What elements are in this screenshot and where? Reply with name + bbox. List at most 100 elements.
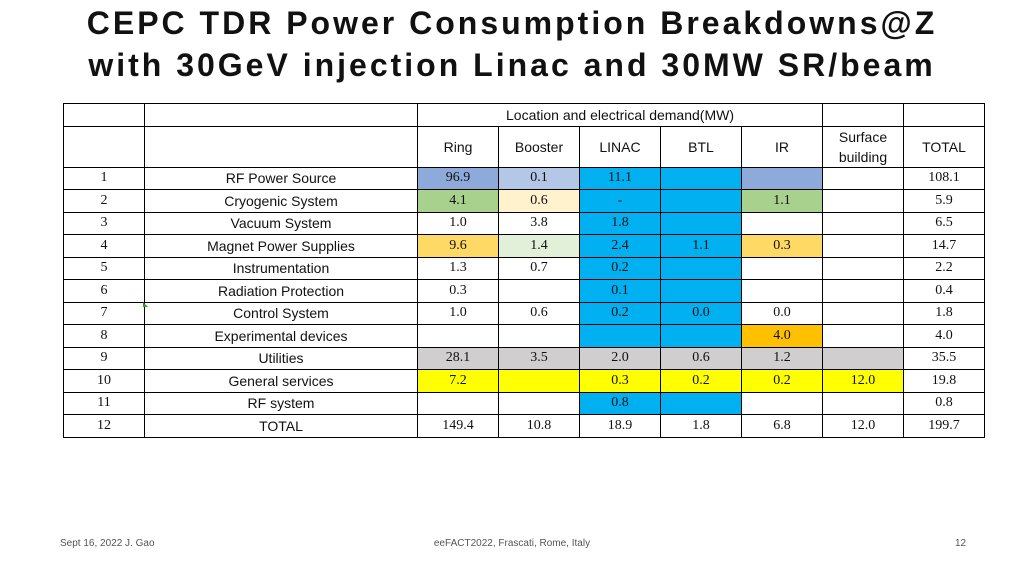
cell-total: 199.7 <box>903 414 985 438</box>
cell-booster: 3.5 <box>498 346 580 370</box>
row-index: 2 <box>63 189 145 213</box>
cell-ir: 0.3 <box>741 234 823 258</box>
cell-booster: 0.6 <box>498 189 580 213</box>
footer-event: eeFACT2022, Frascati, Rome, Italy <box>433 538 591 549</box>
row-index: 11 <box>63 391 145 415</box>
cell-btl: 1.8 <box>660 414 742 438</box>
row-label: General services <box>144 369 418 393</box>
header-empty-cell <box>903 103 985 127</box>
slide-title-line-2: with 30GeV injection Linac and 30MW SR/b… <box>88 47 936 83</box>
column-header-booster: Booster <box>498 125 580 168</box>
cell-surface-building <box>822 211 904 235</box>
row-label: Vacuum System <box>144 211 418 235</box>
cell-ir: 0.0 <box>741 301 823 325</box>
cell-linac: 18.9 <box>579 414 661 438</box>
row-label: RF system <box>144 391 418 415</box>
table-row: 5 Instrumentation 1.3 0.7 0.2 2.2 <box>63 256 985 280</box>
cell-surface-building <box>822 391 904 415</box>
cell-booster <box>498 279 580 303</box>
row-index: 7 <box>63 301 145 325</box>
cell-total: 1.8 <box>903 301 985 325</box>
header-empty-cell <box>144 103 418 127</box>
cell-ring: 1.0 <box>417 211 499 235</box>
cell-ring: 7.2 <box>417 369 499 393</box>
cell-btl <box>660 391 742 415</box>
cell-btl <box>660 279 742 303</box>
footer-date-author: Sept 16, 2022 J. Gao <box>60 538 155 549</box>
cell-booster: 0.1 <box>498 166 580 190</box>
row-index: 1 <box>63 166 145 190</box>
row-index: 6 <box>63 279 145 303</box>
footer-page-number: 12 <box>955 538 967 549</box>
cell-ir: 6.8 <box>741 414 823 438</box>
table-row: 4 Magnet Power Supplies 9.6 1.4 2.4 1.1 0.3 14.… <box>63 234 985 258</box>
cell-linac: 11.1 <box>579 166 661 190</box>
cell-btl <box>660 324 742 348</box>
row-label: Cryogenic System <box>144 189 418 213</box>
table-row: 2 Cryogenic System 4.1 0.6- 1.1 5.9 <box>63 189 985 213</box>
cell-ring <box>417 391 499 415</box>
row-label: Control System <box>144 301 418 325</box>
cell-total: 35.5 <box>903 346 985 370</box>
table-row: 10 General services 7.2 0.3 0.2 0.2 12.0 19.8 <box>63 369 985 393</box>
cell-linac: - <box>579 189 661 213</box>
header-empty-cell <box>63 125 145 168</box>
table-column-header-row: Ring Booster LINAC BTL IR Surface buildin… <box>63 125 985 168</box>
cell-booster: 0.6 <box>498 301 580 325</box>
header-empty-cell <box>144 125 418 168</box>
column-header-linac: LINAC <box>579 125 661 168</box>
cell-total: 19.8 <box>903 369 985 393</box>
cell-surface-building: 12.0 <box>822 369 904 393</box>
row-label: Experimental devices <box>144 324 418 348</box>
cell-surface-building <box>822 234 904 258</box>
row-index: 5 <box>63 256 145 280</box>
cell-btl <box>660 166 742 190</box>
cell-btl: 0.6 <box>660 346 742 370</box>
row-index: 8 <box>63 324 145 348</box>
cell-linac: 2.4 <box>579 234 661 258</box>
table-row: 12 TOTAL 149.4 10.8 18.9 1.8 6.8 12.0 199.7 <box>63 414 985 438</box>
row-index: 9 <box>63 346 145 370</box>
row-label: Instrumentation <box>144 256 418 280</box>
cell-booster <box>498 391 580 415</box>
row-index: 10 <box>63 369 145 393</box>
cell-ir <box>741 256 823 280</box>
location-group-header: Location and electrical demand(MW) <box>417 103 823 127</box>
cell-linac: 0.3 <box>579 369 661 393</box>
column-header-surface-line-1: Surface <box>838 128 888 145</box>
cell-total: 4.0 <box>903 324 985 348</box>
row-label: Magnet Power Supplies <box>144 234 418 258</box>
cell-ir: 1.2 <box>741 346 823 370</box>
cell-btl: 1.1 <box>660 234 742 258</box>
cell-surface-building <box>822 324 904 348</box>
cell-linac: 0.2 <box>579 256 661 280</box>
table-row: 7 Control System 1.0 0.6 0.2 0.0 0.0 1.8 <box>63 301 985 325</box>
cell-btl <box>660 189 742 213</box>
column-header-surface-building: Surface building <box>822 125 904 168</box>
cell-btl: 0.2 <box>660 369 742 393</box>
cell-linac <box>579 324 661 348</box>
table-row: 1 RF Power Source 96.9 0.1 11.1 108.1 <box>63 166 985 190</box>
slide-title: CEPC TDR Power Consumption Breakdowns@Z … <box>0 2 1024 86</box>
cell-total: 5.9 <box>903 189 985 213</box>
cell-ir: 0.2 <box>741 369 823 393</box>
cell-total: 108.1 <box>903 166 985 190</box>
cell-btl <box>660 256 742 280</box>
cell-booster: 3.8 <box>498 211 580 235</box>
cell-linac: 2.0 <box>579 346 661 370</box>
header-empty-cell <box>63 103 145 127</box>
row-index: 3 <box>63 211 145 235</box>
cell-ir <box>741 391 823 415</box>
cell-btl: 0.0 <box>660 301 742 325</box>
row-label: TOTAL <box>144 414 418 438</box>
cell-ir: 1.1 <box>741 189 823 213</box>
row-label: Radiation Protection <box>144 279 418 303</box>
cell-linac: 0.1 <box>579 279 661 303</box>
cell-total: 0.8 <box>903 391 985 415</box>
column-header-ir: IR <box>741 125 823 168</box>
cell-surface-building <box>822 189 904 213</box>
slide-title-line-1: CEPC TDR Power Consumption Breakdowns@Z <box>86 5 938 41</box>
table-row: 9 Utilities 28.1 3.5 2.0 0.6 1.2 35.5 <box>63 346 985 370</box>
cell-surface-building <box>822 279 904 303</box>
cell-booster: 10.8 <box>498 414 580 438</box>
